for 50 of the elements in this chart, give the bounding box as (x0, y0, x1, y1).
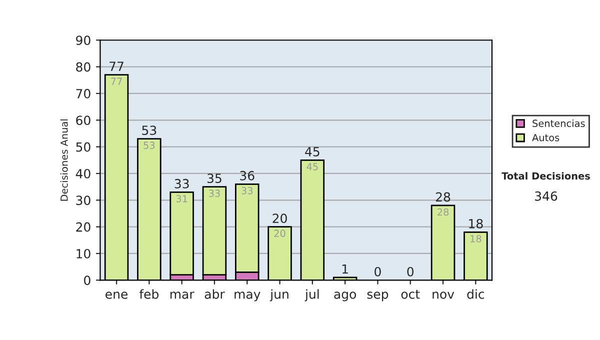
y-tick-label: 30 (76, 196, 90, 206)
total-label: 35 (207, 174, 222, 184)
x-tick-label: dic (467, 289, 484, 299)
total-label: 28 (436, 192, 450, 202)
y-tick-label: 60 (76, 116, 90, 126)
total-label: 36 (240, 170, 254, 180)
x-tick-label: oct (401, 290, 420, 299)
total-label: 45 (305, 147, 320, 156)
total-label: 18 (469, 218, 483, 228)
data-label: 33 (209, 190, 220, 198)
x-tick-label: ene (106, 292, 128, 299)
data-label: 18 (470, 234, 482, 242)
bar (202, 186, 227, 276)
total-label: 53 (142, 126, 156, 136)
x-tick-label: may (234, 292, 260, 302)
total-label: 33 (174, 178, 189, 188)
total-label: 20 (272, 214, 287, 224)
data-label: 45 (306, 163, 318, 170)
y-axis-title: Decisiones Anual (60, 119, 68, 201)
total-label: 0 (374, 266, 381, 276)
data-label: 53 (144, 142, 155, 149)
x-tick-label: jul (304, 289, 319, 302)
x-tick-label: sep (367, 292, 388, 302)
x-tick-label: nov (432, 292, 454, 299)
y-tick-label: 50 (76, 142, 90, 152)
x-tick-label: abr (204, 289, 225, 299)
y-tick-label: 0 (84, 276, 90, 286)
x-tick-label: jun (270, 289, 288, 302)
y-tick-label: 10 (76, 248, 90, 258)
data-label: 31 (176, 194, 188, 202)
total-label: 77 (110, 62, 124, 71)
bar (170, 191, 194, 276)
data-label: 28 (438, 208, 449, 216)
y-tick-label: 90 (76, 36, 90, 46)
total-label: 0 (407, 266, 414, 276)
text: 346 (535, 191, 558, 201)
legend-label: Autos (532, 134, 560, 142)
text: Total Decisiones (502, 172, 590, 180)
y-tick-label: 40 (76, 168, 90, 178)
x-tick-label: feb (139, 289, 159, 299)
x-tick-label: ago (334, 292, 356, 302)
data-label: 77 (111, 78, 122, 85)
total-label: 1 (342, 264, 348, 274)
x-tick-label: mar (170, 292, 194, 299)
y-tick-label: 70 (76, 88, 90, 98)
y-tick-label: 80 (76, 62, 90, 72)
data-label: 20 (274, 230, 286, 238)
legend-label: Sentencias (532, 119, 585, 128)
data-label: 33 (242, 186, 253, 194)
y-tick-label: 20 (76, 222, 90, 232)
